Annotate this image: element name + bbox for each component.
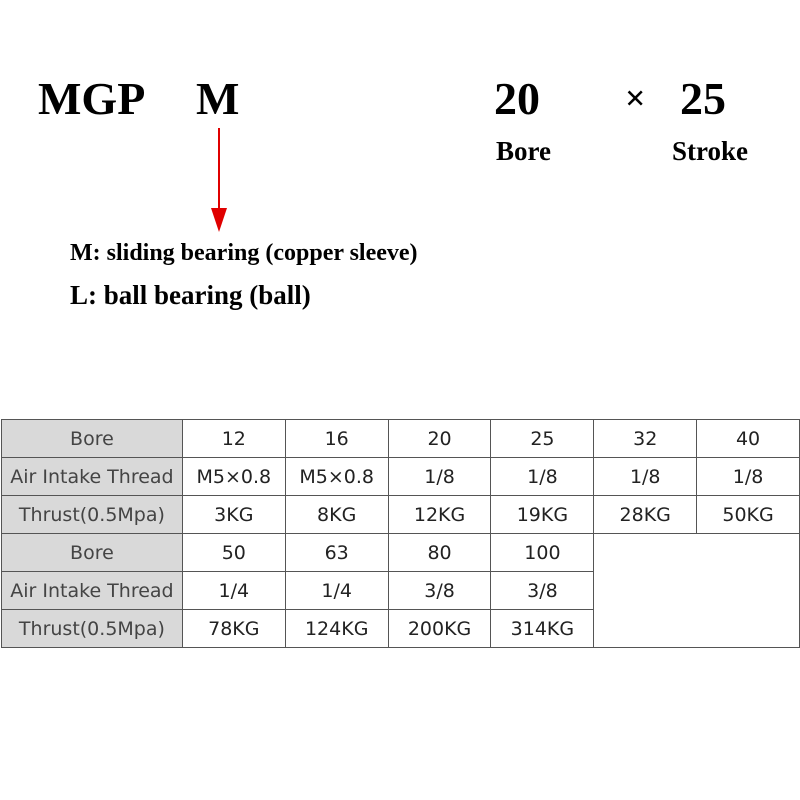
table-cell: 8KG: [284, 495, 389, 534]
empty-cell: [593, 533, 800, 648]
table-cell: 1/8: [696, 457, 800, 496]
table-cell: 124KG: [284, 609, 389, 648]
table-cell: 78KG: [181, 609, 286, 648]
table-row: Bore 12 16 20 25 32 40: [1, 419, 800, 458]
table-row: Air Intake Thread 1/4 1/4 3/8 3/8: [1, 571, 800, 610]
table-cell: 28KG: [593, 495, 698, 534]
table-row: Air Intake Thread M5×0.8 M5×0.8 1/8 1/8 …: [1, 457, 800, 496]
table-cell: 20: [387, 419, 492, 458]
series-code: MGP: [38, 73, 146, 124]
table-cell: 40: [696, 419, 800, 458]
table-row: Bore 50 63 80 100: [1, 533, 800, 648]
arrow-head-icon: [211, 208, 227, 232]
table-row: Thrust(0.5Mpa) 78KG 124KG 200KG 314KG: [1, 609, 800, 648]
table-cell: 200KG: [387, 609, 492, 648]
option-m: M: sliding bearing (copper sleeve): [70, 240, 418, 266]
stroke-value: 25: [680, 73, 726, 124]
bore-label: Bore: [496, 136, 551, 166]
table-cell: M5×0.8: [284, 457, 389, 496]
table-cell: 100: [490, 533, 595, 572]
table-cell: 1/8: [387, 457, 492, 496]
row-label: Bore: [1, 533, 183, 572]
row-label: Air Intake Thread: [1, 571, 183, 610]
table-cell: 1/8: [490, 457, 595, 496]
table-cell: 314KG: [490, 609, 595, 648]
table-cell: 16: [284, 419, 389, 458]
bore-value: 20: [494, 73, 540, 124]
table-cell: 32: [593, 419, 698, 458]
table-cell: 1/8: [593, 457, 698, 496]
option-l: L: ball bearing (ball): [70, 280, 311, 310]
row-label: Bore: [1, 419, 183, 458]
table-cell: 12: [181, 419, 286, 458]
table-cell: 3/8: [387, 571, 492, 610]
table-cell: 3KG: [181, 495, 286, 534]
table-cell: 25: [490, 419, 595, 458]
row-label: Thrust(0.5Mpa): [1, 609, 183, 648]
table-cell: 3/8: [490, 571, 595, 610]
table-row: Thrust(0.5Mpa) 3KG 8KG 12KG 19KG 28KG 50…: [1, 495, 800, 534]
stroke-label: Stroke: [672, 136, 749, 166]
times-sign: ×: [625, 78, 646, 118]
table-cell: 50: [181, 533, 286, 572]
table-cell: 63: [284, 533, 389, 572]
table-cell: 1/4: [284, 571, 389, 610]
table-cell: 50KG: [696, 495, 800, 534]
table-cell: 12KG: [387, 495, 492, 534]
table-cell: 1/4: [181, 571, 286, 610]
row-label: Air Intake Thread: [1, 457, 183, 496]
table-cell: 19KG: [490, 495, 595, 534]
table-cell: M5×0.8: [181, 457, 286, 496]
bearing-code: M: [196, 73, 240, 124]
row-label: Thrust(0.5Mpa): [1, 495, 183, 534]
table-cell: 80: [387, 533, 492, 572]
arrow-icon: [218, 128, 220, 210]
spec-table: Bore 12 16 20 25 32 40 Air Intake Thread…: [1, 419, 800, 648]
